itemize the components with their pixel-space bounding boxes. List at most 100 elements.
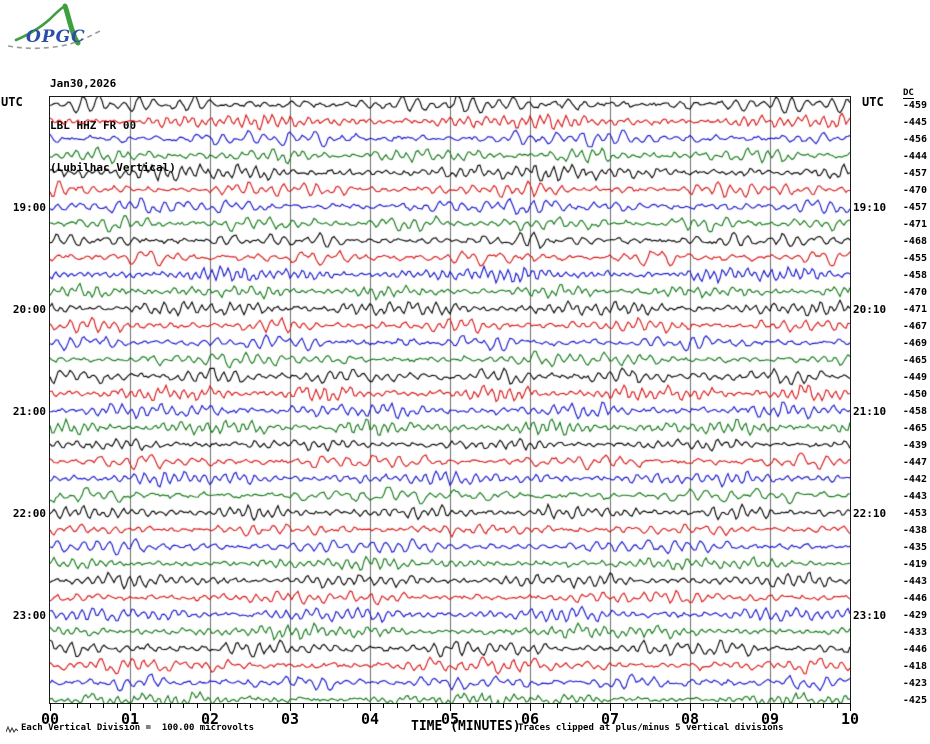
x-tick-minor (663, 703, 665, 708)
x-tick-minor (303, 703, 305, 708)
x-axis-title: TIME (MINUTES) (411, 719, 521, 734)
x-tick-major (130, 703, 131, 711)
x-tick-label: 01 (120, 710, 140, 728)
x-tick-major (850, 703, 851, 711)
dc-value: -457 (902, 167, 927, 179)
x-tick-major (530, 703, 531, 711)
x-tick-minor (156, 703, 158, 708)
dc-value: -471 (902, 303, 927, 315)
x-tick-label: 03 (280, 710, 300, 728)
clip-note: Traces clipped at plus/minus 5 vertical … (518, 723, 784, 733)
x-tick-minor (636, 703, 638, 708)
x-tick-minor (383, 703, 385, 708)
hour-label-left: 21:00 (12, 404, 46, 418)
x-axis: 00 01 02 03 04 05 06 07 08 09 10 (0, 703, 930, 744)
x-tick-minor (116, 703, 118, 708)
x-tick-major (450, 703, 451, 711)
x-tick-label: 02 (200, 710, 220, 728)
x-tick-minor (703, 703, 705, 708)
title-date: Jan30,2026 (50, 77, 117, 90)
logo-text: OPGC (26, 27, 86, 47)
dc-value: -468 (902, 235, 927, 247)
dc-value: -425 (902, 694, 927, 706)
x-tick-label: 10 (840, 710, 860, 728)
x-tick-minor (583, 703, 585, 708)
x-tick-minor (63, 703, 65, 708)
x-tick-minor (783, 703, 785, 708)
x-tick-label: 07 (600, 710, 620, 728)
dc-value: -470 (902, 286, 927, 298)
utc-left-header: UTC (1, 95, 23, 109)
x-tick-minor (263, 703, 265, 708)
x-tick-minor (810, 703, 811, 708)
hour-label-right: 19:10 (853, 200, 887, 214)
x-tick-minor (330, 703, 331, 708)
x-tick-minor (596, 703, 598, 708)
x-tick-major (610, 703, 611, 711)
x-tick-major (50, 703, 51, 711)
mini-seismogram-icon (6, 725, 18, 734)
dc-value: -450 (902, 388, 927, 400)
hour-label-left: 23:00 (12, 608, 46, 622)
dc-value: -445 (902, 116, 927, 128)
x-tick-minor (476, 703, 478, 708)
dc-value: -449 (902, 371, 927, 383)
x-tick-minor (743, 703, 745, 708)
logo-dash-curve (7, 29, 103, 50)
dc-value: -457 (902, 201, 927, 213)
dc-value: -469 (902, 337, 927, 349)
hour-label-left: 20:00 (12, 302, 46, 316)
x-tick-minor (183, 703, 185, 708)
x-tick-major (690, 703, 691, 711)
dc-value: -429 (902, 609, 927, 621)
opgc-logo: OPGC (7, 3, 103, 50)
x-tick-minor (236, 703, 238, 708)
x-tick-minor (90, 703, 91, 708)
dc-value: -446 (902, 592, 927, 604)
x-tick-major (370, 703, 371, 711)
x-tick-major (290, 703, 291, 711)
hour-label-right: 22:10 (853, 506, 887, 520)
x-tick-minor (170, 703, 171, 708)
dc-value: -423 (902, 677, 927, 689)
dc-value: -453 (902, 507, 927, 519)
x-tick-minor (356, 703, 358, 708)
x-tick-minor (76, 703, 78, 708)
x-tick-minor (103, 703, 105, 708)
hour-label-right: 20:10 (853, 302, 887, 316)
x-tick-label: 00 (40, 710, 60, 728)
x-tick-minor (410, 703, 411, 708)
x-tick-minor (836, 703, 838, 708)
x-tick-minor (396, 703, 398, 708)
dc-value: -435 (902, 541, 927, 553)
dc-value: -419 (902, 558, 927, 570)
x-tick-major (210, 703, 211, 711)
x-tick-label: 06 (520, 710, 540, 728)
x-tick-minor (730, 703, 731, 708)
dc-column-header: DC (903, 88, 914, 99)
hour-label-right: 21:10 (853, 404, 887, 418)
dc-value: -447 (902, 456, 927, 468)
x-tick-minor (676, 703, 678, 708)
scale-note: Each Vertical Division = 100.00 microvol… (21, 723, 254, 733)
dc-value: -418 (902, 660, 927, 672)
x-tick-minor (436, 703, 438, 708)
dc-value: -465 (902, 422, 927, 434)
dc-value: -458 (902, 269, 927, 281)
dc-value: -467 (902, 320, 927, 332)
seismogram-plot (49, 96, 851, 704)
dc-value: -439 (902, 439, 927, 451)
hour-label-left: 22:00 (12, 506, 46, 520)
hour-label-left: 19:00 (12, 200, 46, 214)
x-tick-minor (143, 703, 145, 708)
x-tick-minor (756, 703, 758, 708)
x-tick-minor (423, 703, 425, 708)
dc-value: -438 (902, 524, 927, 536)
dc-value: -456 (902, 133, 927, 145)
dc-value: -446 (902, 643, 927, 655)
x-tick-minor (196, 703, 198, 708)
dc-value: -443 (902, 575, 927, 587)
dc-value: -433 (902, 626, 927, 638)
utc-right-header: UTC (862, 95, 884, 109)
x-tick-minor (796, 703, 798, 708)
